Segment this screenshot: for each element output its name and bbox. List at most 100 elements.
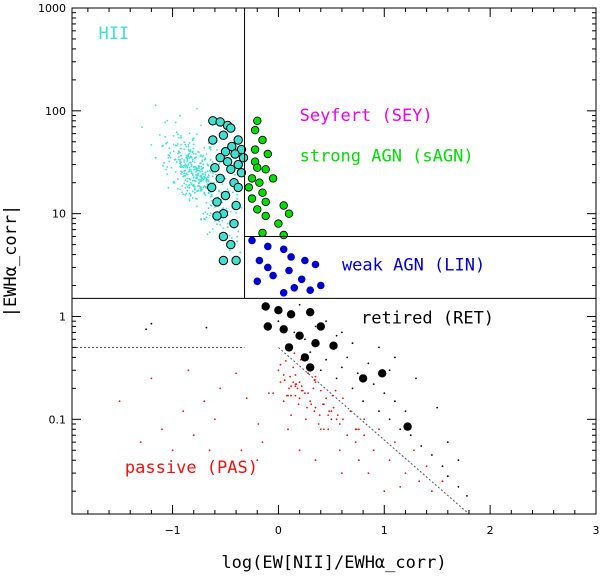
data-point-sf xyxy=(188,142,191,144)
data-point-ret-small xyxy=(457,459,460,462)
data-point-sf xyxy=(210,200,213,202)
data-point-sf xyxy=(168,160,171,163)
data-point-ret xyxy=(403,422,412,431)
data-point-sf xyxy=(208,147,211,150)
data-point-sf xyxy=(190,163,193,166)
data-point-sf xyxy=(201,170,204,173)
data-point-pas xyxy=(282,400,285,403)
data-point-sf xyxy=(228,234,231,237)
data-point-sf xyxy=(188,200,191,202)
data-point-ret-small xyxy=(394,400,396,403)
data-point-sf xyxy=(162,144,164,147)
data-point-sf-big xyxy=(233,182,243,193)
data-point-pas xyxy=(283,379,286,382)
data-point-sf xyxy=(205,216,208,219)
data-point-sf xyxy=(206,170,209,173)
data-point-sf xyxy=(236,198,239,200)
data-point-lin xyxy=(301,256,309,265)
data-point-sf xyxy=(185,164,188,167)
data-point-ret-small xyxy=(325,358,327,361)
data-point-sagn xyxy=(253,163,262,172)
data-point-ret xyxy=(286,310,296,319)
data-point-pas xyxy=(279,363,282,366)
data-point-sf xyxy=(191,174,194,177)
data-point-sf xyxy=(209,148,212,151)
data-point-ret-small xyxy=(304,338,306,341)
data-point-ret xyxy=(306,363,315,372)
data-point-sf xyxy=(203,146,206,149)
data-point-lin xyxy=(290,284,299,292)
data-point-sf xyxy=(159,134,161,136)
region-label: HII xyxy=(98,24,129,44)
data-point-pas xyxy=(338,449,341,452)
data-point-pas xyxy=(309,400,312,403)
data-point-sf xyxy=(200,162,203,165)
data-point-sf xyxy=(195,197,197,200)
data-point-sf xyxy=(192,152,195,155)
data-point-sf xyxy=(204,171,207,174)
data-point-sf xyxy=(206,233,209,236)
data-point-sf xyxy=(181,171,184,174)
data-point-sf xyxy=(184,169,187,172)
data-point-pas xyxy=(358,459,360,462)
x-tick-label: 3 xyxy=(593,524,600,537)
x-tick-label: 0 xyxy=(275,524,282,537)
data-point-sf xyxy=(181,185,184,187)
data-point-pas xyxy=(314,459,317,462)
data-point-sf xyxy=(202,176,205,178)
data-point-sf xyxy=(209,159,212,161)
data-point-ret xyxy=(279,325,288,334)
data-point-pas xyxy=(363,434,366,437)
data-point-sf xyxy=(218,190,221,193)
data-point-ret-small xyxy=(293,331,296,334)
data-point-sf xyxy=(206,176,209,178)
data-point-ret xyxy=(311,339,320,348)
y-tick-label: 1 xyxy=(59,310,66,323)
data-point-ret xyxy=(329,341,338,350)
data-point-ret-small xyxy=(466,495,468,497)
data-point-pas xyxy=(342,397,344,400)
data-point-sf xyxy=(205,186,208,189)
data-point-sf xyxy=(207,191,210,194)
data-point-sf xyxy=(184,143,187,146)
data-point-pas xyxy=(354,441,357,443)
data-point-pas xyxy=(441,480,444,483)
data-point-sf xyxy=(175,131,178,134)
data-point-sf xyxy=(183,175,186,177)
data-point-pas xyxy=(296,387,299,390)
data-point-sf-big xyxy=(229,218,239,229)
data-point-sf xyxy=(218,220,221,223)
data-point-sagn xyxy=(268,174,278,183)
plot-frame xyxy=(71,7,597,515)
data-point-ret-small xyxy=(399,428,402,431)
data-point-sf xyxy=(193,168,196,171)
data-point-sf xyxy=(177,178,179,181)
data-point-sf xyxy=(187,148,190,151)
data-point-sf xyxy=(193,187,196,190)
data-point-ret xyxy=(306,308,315,317)
data-point-pas xyxy=(286,394,288,397)
data-point-sf xyxy=(183,148,186,151)
data-point-sf xyxy=(186,157,189,160)
data-point-sf xyxy=(174,171,177,173)
data-point-ret-small xyxy=(319,369,322,372)
data-point-sf-big xyxy=(233,159,243,170)
data-point-pas xyxy=(336,414,339,416)
region-label: Seyfert (SEY) xyxy=(300,106,433,126)
data-point-sf xyxy=(236,240,239,243)
data-point-sf xyxy=(186,173,189,176)
data-point-sf xyxy=(216,149,218,151)
data-point-sf xyxy=(190,172,193,175)
data-point-sf xyxy=(177,152,179,155)
data-point-sf xyxy=(195,171,197,173)
data-point-sagn xyxy=(244,183,253,192)
data-point-sagn xyxy=(247,194,257,203)
data-point-sf xyxy=(168,154,171,157)
data-point-pas xyxy=(182,410,185,413)
data-point-sf xyxy=(209,146,212,149)
data-point-sf xyxy=(211,228,214,230)
data-point-ret-small xyxy=(383,392,386,394)
data-point-pas xyxy=(327,428,330,431)
data-point-sf xyxy=(199,180,202,183)
data-point-ret xyxy=(295,331,304,340)
